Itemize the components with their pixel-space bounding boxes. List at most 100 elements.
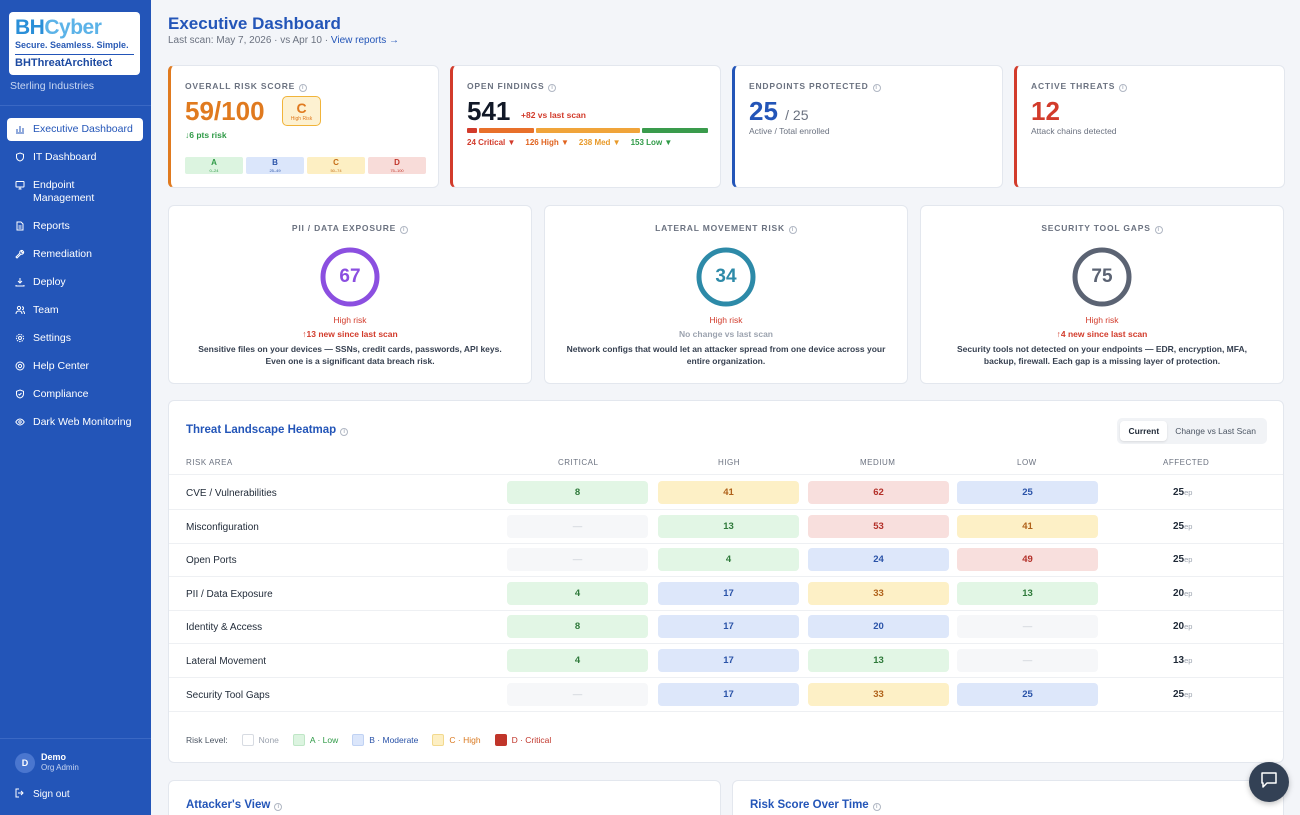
active-threats-card: ACTIVE THREATS i 12 Attack chains detecte… (1014, 65, 1285, 188)
brand-logo[interactable]: BHCyber Secure. Seamless. Simple. BHThre… (9, 12, 140, 75)
sidebar-item-remediation[interactable]: Remediation (7, 243, 143, 266)
risk-score-card: OVERALL RISK SCORE i 59/100 C High Risk ↓… (168, 65, 439, 188)
table-row[interactable]: Misconfiguration — 13 53 41 25ep (169, 510, 1283, 544)
user-profile[interactable]: D Demo Org Admin (15, 752, 79, 773)
heatmap-cell[interactable]: — (507, 548, 648, 572)
endpoints-total: / 25 (785, 107, 809, 123)
heatmap-cell[interactable]: 25 (957, 481, 1098, 504)
info-icon[interactable]: i (400, 226, 409, 234)
info-icon[interactable]: i (1119, 84, 1128, 92)
sidebar-item-endpoint-management[interactable]: Endpoint Management (7, 174, 143, 210)
sidebar-item-compliance[interactable]: Compliance (7, 383, 143, 406)
heatmap-cell[interactable]: 13 (808, 649, 949, 672)
sidebar-item-dark-web-monitoring[interactable]: Dark Web Monitoring (7, 411, 143, 434)
info-icon[interactable]: i (340, 428, 349, 436)
users-icon (15, 305, 25, 315)
info-icon[interactable]: i (299, 84, 308, 92)
col-affected: AFFECTED (1163, 458, 1210, 467)
sidebar-item-it-dashboard[interactable]: IT Dashboard (7, 146, 143, 169)
affected-unit: ep (1184, 656, 1193, 665)
gauge-card-security-tool-gaps: SECURITY TOOL GAPS i 75 High risk ↑4 new sin… (920, 205, 1284, 384)
bar-chart-icon (15, 124, 25, 134)
heatmap-cell[interactable]: 53 (808, 514, 949, 538)
toggle-change[interactable]: Change vs Last Scan (1175, 426, 1256, 436)
heatmap-cell[interactable]: 62 (808, 481, 949, 504)
severity-segment-critical (467, 128, 478, 133)
affected-unit: ep (1184, 622, 1193, 632)
view-reports-link[interactable]: View reports → (330, 35, 400, 46)
sidebar-item-settings[interactable]: Settings (7, 327, 143, 350)
wrench-icon (15, 249, 25, 259)
heatmap-cell[interactable]: 25 (957, 682, 1098, 706)
col-risk-area: RISK AREA (186, 458, 233, 467)
gauge-value: 75 (1091, 266, 1113, 287)
sidebar: BHCyber Secure. Seamless. Simple. BHThre… (0, 0, 151, 815)
sidebar-item-reports[interactable]: Reports (7, 215, 143, 238)
risk-score-label: OVERALL RISK SCORE (185, 81, 296, 91)
gear-icon (15, 333, 25, 343)
heatmap-cell[interactable]: 4 (507, 649, 648, 672)
logo-product: BHThreatArchitect (15, 54, 134, 69)
sidebar-item-help-center[interactable]: Help Center (7, 355, 143, 378)
heatmap-cell[interactable]: — (507, 682, 648, 706)
heatmap-cell[interactable]: 8 (507, 615, 648, 639)
heatmap-cell[interactable]: 33 (808, 682, 949, 706)
sign-out-button[interactable]: Sign out (15, 788, 70, 801)
table-row[interactable]: Identity & Access 8 17 20—20ep (169, 610, 1283, 645)
sidebar-item-label: Reports (33, 220, 70, 232)
heatmap-cell[interactable]: — (507, 514, 648, 538)
heatmap-cell[interactable]: 17 (658, 682, 799, 706)
sidebar-item-deploy[interactable]: Deploy (7, 271, 143, 294)
risk-area-name: PII / Data Exposure (186, 588, 273, 600)
heatmap-cell[interactable]: 49 (957, 548, 1098, 572)
heatmap-cell[interactable]: 13 (658, 514, 799, 538)
heatmap-cell[interactable]: — (957, 649, 1098, 672)
heatmap-cell[interactable]: 8 (507, 481, 648, 504)
severity-legend: 24 Critical ▼ 126 High ▼ 238 Med ▼ 153 L… (467, 138, 672, 147)
endpoints-card: ENDPOINTS PROTECTED i 25 / 25 Active / To… (732, 65, 1003, 188)
heatmap-cell[interactable]: 17 (658, 615, 799, 639)
heatmap-cell[interactable]: — (957, 615, 1098, 639)
table-row[interactable]: Lateral Movement 4 17 13—13ep (169, 644, 1283, 678)
info-icon[interactable]: i (872, 803, 881, 811)
download-icon (15, 277, 25, 287)
sidebar-item-executive-dashboard[interactable]: Executive Dashboard (7, 118, 143, 141)
toggle-current[interactable]: Current (1120, 421, 1168, 441)
heatmap-cell[interactable]: 4 (507, 581, 648, 605)
legend-swatch (494, 734, 507, 746)
legend-text: A · Low (309, 735, 339, 745)
sidebar-item-team[interactable]: Team (7, 299, 143, 322)
affected-unit: ep (1184, 521, 1193, 531)
table-row[interactable]: Security Tool Gaps —17 33 25 25ep (169, 678, 1283, 712)
threats-value: 12 (1031, 96, 1060, 126)
heatmap-cell[interactable]: 13 (957, 581, 1098, 605)
legend-text: B · Moderate (369, 735, 419, 745)
col-high: HIGH (718, 458, 740, 467)
chat-button[interactable] (1249, 762, 1289, 802)
gauge-risk-level: High risk (1085, 315, 1119, 325)
heatmap-cell[interactable]: 41 (957, 514, 1098, 538)
user-name: Demo (41, 752, 67, 762)
heatmap-cell[interactable]: 4 (658, 548, 799, 572)
logo-cyber: Cyber (44, 16, 102, 39)
table-row[interactable]: Open Ports — 4 24 49 25ep (169, 543, 1283, 578)
info-icon[interactable]: i (548, 84, 557, 92)
gauge-card-lateral-movement-risk: LATERAL MOVEMENT RISK i 34 High risk No chan… (544, 205, 908, 384)
severity-segment-high (479, 128, 535, 133)
heatmap-cell[interactable]: 17 (658, 649, 799, 672)
table-row[interactable]: CVE / Vulnerabilities 8 41 62 25 25ep (169, 476, 1283, 510)
heatmap-cell[interactable]: 33 (808, 581, 949, 605)
legend-label: Risk Level: (186, 735, 228, 745)
table-row[interactable]: PII / Data Exposure 4 17 33 13 20ep (169, 577, 1283, 611)
info-icon[interactable]: i (788, 226, 797, 234)
heatmap-cell[interactable]: 24 (808, 548, 949, 572)
heatmap-cell[interactable]: 20 (808, 615, 949, 639)
heatmap-cell[interactable]: 41 (658, 481, 799, 504)
info-icon[interactable]: i (274, 803, 283, 811)
heatmap-cell[interactable]: 17 (658, 581, 799, 605)
page-title: Executive Dashboard (168, 14, 341, 33)
info-icon[interactable]: i (1154, 226, 1163, 234)
info-icon[interactable]: i (872, 84, 881, 92)
sidebar-item-label: Team (33, 304, 59, 316)
sidebar-item-label: Compliance (33, 388, 89, 400)
